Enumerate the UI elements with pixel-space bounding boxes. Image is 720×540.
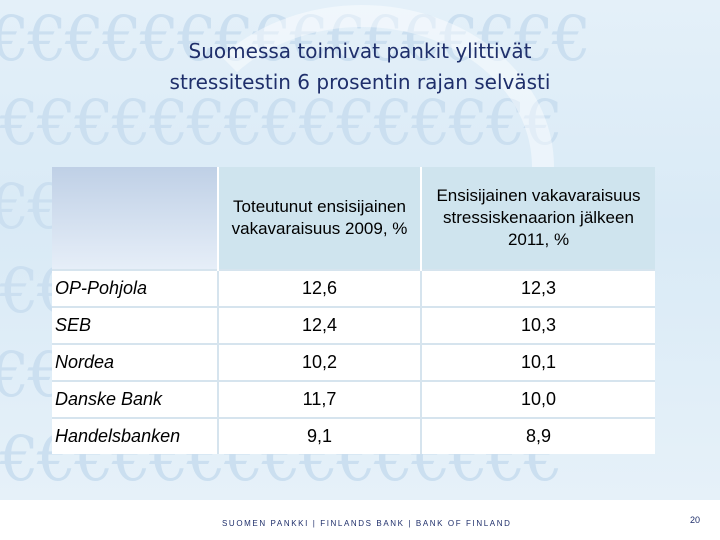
stress-2011-cell: 12,3	[420, 269, 655, 307]
table-row: Danske Bank 11,7 10,0	[52, 380, 655, 418]
table-header-row: Toteutunut ensisijainen vakavaraisuus 20…	[52, 167, 655, 270]
actual-2009-cell: 12,6	[217, 269, 421, 307]
stress-2011-cell: 10,0	[420, 380, 655, 418]
title-line-2: stressitestin 6 prosentin rajan selvästi	[169, 70, 551, 94]
page-number: 20	[690, 515, 701, 525]
actual-2009-cell: 10,2	[217, 343, 421, 381]
stress-2011-cell: 10,3	[420, 306, 655, 344]
bank-name-cell: Nordea	[52, 343, 218, 381]
title-line-1: Suomessa toimivat pankit ylittivät	[188, 39, 532, 63]
actual-2009-cell: 12,4	[217, 306, 421, 344]
bank-name-cell: Danske Bank	[52, 380, 218, 418]
footer-bank-name: SUOMEN PANKKI | FINLANDS BANK | BANK OF …	[222, 519, 512, 528]
slide-title: Suomessa toimivat pankit ylittivät stres…	[60, 36, 660, 98]
table-row: OP-Pohjola 12,6 12,3	[52, 269, 655, 307]
header-actual-2009: Toteutunut ensisijainen vakavaraisuus 20…	[217, 167, 421, 270]
actual-2009-cell: 9,1	[217, 417, 421, 454]
stress-2011-cell: 8,9	[420, 417, 655, 454]
bank-name-cell: Handelsbanken	[52, 417, 218, 454]
actual-2009-cell: 11,7	[217, 380, 421, 418]
header-corner-cell	[52, 167, 218, 270]
bank-name-cell: OP-Pohjola	[52, 269, 218, 307]
capital-ratio-table: Toteutunut ensisijainen vakavaraisuus 20…	[52, 167, 655, 454]
header-stress-2011: Ensisijainen vakavaraisuus stressiskenaa…	[420, 167, 655, 270]
table-row: Handelsbanken 9,1 8,9	[52, 417, 655, 454]
table-row: Nordea 10,2 10,1	[52, 343, 655, 381]
bank-name-cell: SEB	[52, 306, 218, 344]
footer-bar	[0, 500, 720, 540]
stress-2011-cell: 10,1	[420, 343, 655, 381]
table-row: SEB 12,4 10,3	[52, 306, 655, 344]
